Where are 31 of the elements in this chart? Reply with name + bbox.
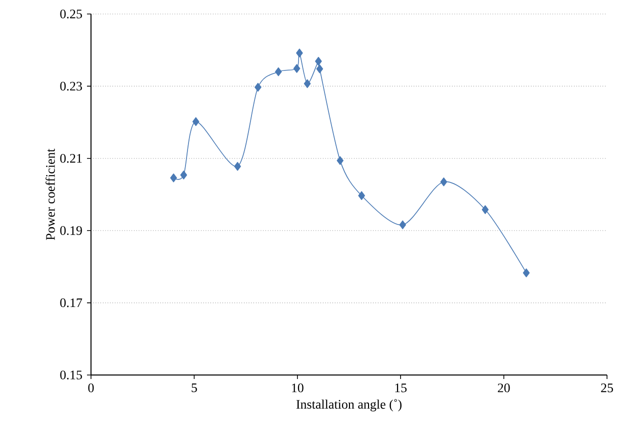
x-axis-title: Installation angle (˚) [296,399,402,412]
y-tick-label: 0.23 [60,82,82,91]
point [315,56,322,66]
point [234,162,241,171]
point [522,268,530,278]
point [304,79,311,88]
point [358,191,365,200]
point [293,64,300,73]
point [336,156,344,165]
point [296,48,303,58]
point [254,82,262,92]
x-tick-label: 0 [88,384,94,392]
x-tick-label: 15 [395,384,407,392]
point [180,170,188,180]
y-tick-label: 0.21 [60,154,82,163]
point [275,67,282,76]
y-tick-label: 0.17 [60,298,82,308]
y-tick-label: 0.19 [60,226,82,236]
x-tick-label: 5 [192,384,197,392]
y-axis-title: Power coefficient [46,148,55,240]
point [482,205,489,214]
point [170,173,177,182]
x-tick-label: 20 [498,384,510,392]
point [192,117,200,126]
point [316,64,324,74]
x-tick-label: 25 [601,384,614,392]
x-tick-label: 10 [292,384,304,392]
y-tick-label: 0.25 [60,10,82,18]
point [399,220,406,230]
point [440,177,448,186]
y-tick-label: 0.15 [60,370,82,380]
